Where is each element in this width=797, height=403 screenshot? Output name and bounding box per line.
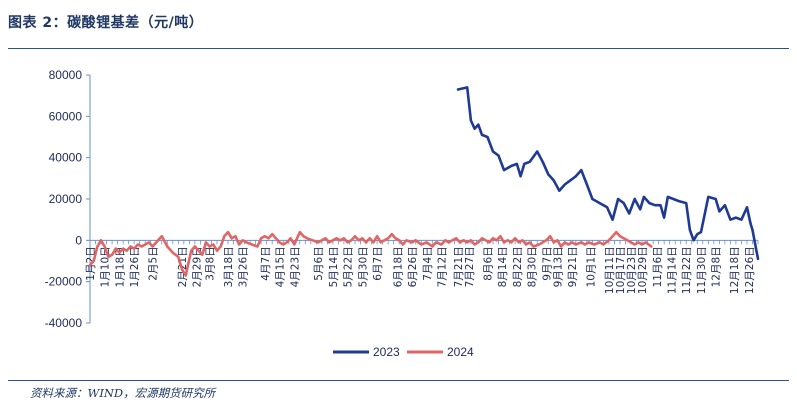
y-tick-label: 60000 <box>49 109 83 123</box>
x-tick-label: 4月23日 <box>289 246 301 287</box>
header-rule <box>8 48 789 49</box>
y-tick-label: 80000 <box>49 68 83 82</box>
x-tick-label: 8月22日 <box>512 246 524 287</box>
x-tick-label: 1月18日 <box>114 246 126 287</box>
x-tick-label: 12月26日 <box>744 246 756 294</box>
x-tick-label: 2月21日 <box>177 246 189 287</box>
legend: 2023 2024 <box>333 345 474 359</box>
x-tick-label: 12月8日 <box>711 246 723 287</box>
x-tick-label: 4月7日 <box>260 246 272 280</box>
x-tick-label: 12月18日 <box>729 246 741 294</box>
x-tick-label: 10月17日 <box>615 246 627 294</box>
x-tick-label: 1月26日 <box>129 246 141 287</box>
x-tick-label: 8月14日 <box>497 246 509 287</box>
figure-title: 图表 2：碳酸锂基差（元/吨） <box>8 15 204 31</box>
x-tick-label: 7月4日 <box>422 246 434 280</box>
y-axis: -40000 -20000 0 20000 40000 60000 80000 <box>45 68 91 330</box>
x-tick-label: 5月14日 <box>328 246 340 287</box>
x-tick-label: 11月30日 <box>696 246 708 294</box>
x-tick-label: 3月26日 <box>238 246 250 287</box>
x-tick-label: 10月23日 <box>626 246 638 294</box>
x-tick-label: 9月13日 <box>552 246 564 287</box>
x-tick-label: 6月26日 <box>407 246 419 287</box>
x-tick-label: 9月21日 <box>567 246 579 287</box>
y-tick-label: 20000 <box>49 192 83 206</box>
x-tick-label: 3月8日 <box>205 246 217 280</box>
x-tick-label: 10月11日 <box>604 246 616 294</box>
x-tick-label: 3月18日 <box>223 246 235 287</box>
y-tick-label: 0 <box>75 233 82 247</box>
x-tick-label: 4月15日 <box>275 246 287 287</box>
y-tick-label: -20000 <box>45 275 83 289</box>
y-tick-label: -40000 <box>45 316 83 330</box>
x-tick-label: 11月14日 <box>667 246 679 294</box>
x-tick-label: 5月6日 <box>313 246 325 280</box>
x-tick-label: 8月30日 <box>527 246 539 287</box>
x-tick-label: 9月7日 <box>541 246 553 280</box>
x-tick-label: 7月27日 <box>464 246 476 287</box>
x-tick-label: 10月1日 <box>586 246 598 287</box>
x-tick-label: 5月30日 <box>357 246 369 287</box>
x-tick-label: 6月18日 <box>392 246 404 287</box>
source-note: 资料来源：WIND，宏源期货研究所 <box>30 386 216 400</box>
x-tick-label: 6月7日 <box>372 246 384 280</box>
x-tick-label: 2月29日 <box>192 246 204 287</box>
x-axis: 1月2日 1月10日 1月18日 1月26日 2月5日 2月21日 2月29日 3月8日 3月1… <box>85 239 759 294</box>
y-tick-label: 40000 <box>49 151 83 165</box>
x-tick-label: 7月21日 <box>453 246 465 287</box>
x-tick-label: 7月12日 <box>437 246 449 287</box>
series-line-2023 <box>456 86 760 261</box>
x-tick-label: 11月22日 <box>681 246 693 294</box>
series-line-2024 <box>88 230 653 277</box>
series-layer <box>88 86 760 277</box>
x-tick-label: 5月22日 <box>343 246 355 287</box>
footer-rule <box>8 380 789 381</box>
legend-label-2023: 2023 <box>373 345 400 359</box>
x-tick-label: 2月5日 <box>148 246 160 280</box>
x-tick-label: 8月6日 <box>483 246 495 280</box>
legend-label-2024: 2024 <box>447 345 474 359</box>
x-tick-label: 11月6日 <box>652 246 664 287</box>
x-tick-label: 10月29日 <box>637 246 649 294</box>
